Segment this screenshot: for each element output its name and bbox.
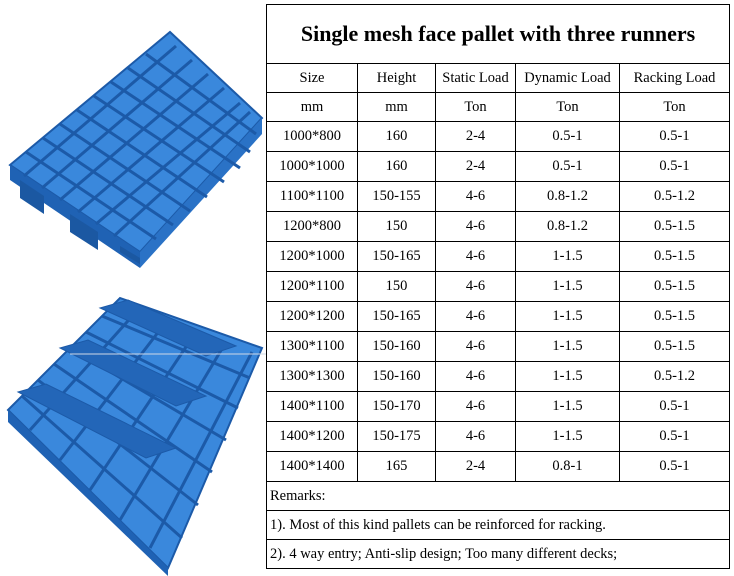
cell-height: 160 <box>357 121 436 152</box>
cell-height: 150-160 <box>357 331 436 362</box>
cell-height: 160 <box>357 151 436 182</box>
cell-size: 1300*1300 <box>266 361 358 392</box>
cell-height: 150 <box>357 271 436 302</box>
cell-dynamic-load: 1-1.5 <box>515 421 620 452</box>
spec-table: Single mesh face pallet with three runne… <box>265 4 731 569</box>
cell-static-load: 4-6 <box>435 211 516 242</box>
table-row: 1400*1400 165 2-4 0.8-1 0.5-1 <box>266 451 731 482</box>
cell-height: 150-160 <box>357 361 436 392</box>
table-row: 1400*1200 150-175 4-6 1-1.5 0.5-1 <box>266 421 731 452</box>
unit-size: mm <box>266 92 358 122</box>
cell-dynamic-load: 1-1.5 <box>515 331 620 362</box>
pallet-bottom-image <box>6 296 266 576</box>
cell-height: 150-175 <box>357 421 436 452</box>
table-title: Single mesh face pallet with three runne… <box>265 4 731 64</box>
table-row: 1300*1300 150-160 4-6 1-1.5 0.5-1.2 <box>266 361 731 392</box>
cell-dynamic-load: 0.5-1 <box>515 151 620 182</box>
remark-item-row: 1). Most of this kind pallets can be rei… <box>265 510 731 540</box>
cell-racking-load: 0.5-1 <box>618 151 731 182</box>
cell-static-load: 4-6 <box>435 391 516 422</box>
cell-static-load: 4-6 <box>435 241 516 272</box>
cell-racking-load: 0.5-1.5 <box>618 271 731 302</box>
unit-static-load: Ton <box>435 92 516 122</box>
cell-dynamic-load: 0.8-1.2 <box>515 211 620 242</box>
cell-static-load: 2-4 <box>435 121 516 152</box>
cell-dynamic-load: 1-1.5 <box>515 301 620 332</box>
header-height: Height <box>357 63 436 93</box>
cell-size: 1400*1400 <box>266 451 358 482</box>
cell-size: 1300*1100 <box>266 331 358 362</box>
cell-size: 1200*1100 <box>266 271 358 302</box>
cell-dynamic-load: 1-1.5 <box>515 361 620 392</box>
cell-static-load: 4-6 <box>435 361 516 392</box>
cell-size: 1400*1200 <box>266 421 358 452</box>
cell-racking-load: 0.5-1.5 <box>618 211 731 242</box>
cell-dynamic-load: 1-1.5 <box>515 271 620 302</box>
remark-item: 1). Most of this kind pallets can be rei… <box>265 510 731 540</box>
pallet-illustrations <box>6 30 266 576</box>
cell-dynamic-load: 1-1.5 <box>515 391 620 422</box>
cell-size: 1000*800 <box>266 121 358 152</box>
remark-item: 2). 4 way entry; Anti-slip design; Too m… <box>265 539 731 569</box>
cell-dynamic-load: 1-1.5 <box>515 241 620 272</box>
remark-item-row: 2). 4 way entry; Anti-slip design; Too m… <box>265 539 731 569</box>
header-dynamic-load: Dynamic Load <box>515 63 620 93</box>
cell-racking-load: 0.5-1 <box>618 391 731 422</box>
cell-racking-load: 0.5-1 <box>618 421 731 452</box>
cell-height: 150 <box>357 211 436 242</box>
pallet-images <box>0 0 266 576</box>
cell-height: 165 <box>357 451 436 482</box>
cell-size: 1100*1100 <box>266 181 358 212</box>
table-row: 1000*800 160 2-4 0.5-1 0.5-1 <box>266 121 731 152</box>
table-row: 1200*1100 150 4-6 1-1.5 0.5-1.5 <box>266 271 731 302</box>
cell-static-load: 4-6 <box>435 271 516 302</box>
cell-static-load: 2-4 <box>435 451 516 482</box>
cell-racking-load: 0.5-1.5 <box>618 241 731 272</box>
table-row: 1100*1100 150-155 4-6 0.8-1.2 0.5-1.2 <box>266 181 731 212</box>
cell-static-load: 2-4 <box>435 151 516 182</box>
table-row: 1200*1200 150-165 4-6 1-1.5 0.5-1.5 <box>266 301 731 332</box>
cell-racking-load: 0.5-1 <box>618 451 731 482</box>
cell-dynamic-load: 0.8-1 <box>515 451 620 482</box>
cell-size: 1200*1000 <box>266 241 358 272</box>
cell-size: 1000*1000 <box>266 151 358 182</box>
unit-height: mm <box>357 92 436 122</box>
cell-height: 150-170 <box>357 391 436 422</box>
header-static-load: Static Load <box>435 63 516 93</box>
cell-racking-load: 0.5-1.5 <box>618 331 731 362</box>
table-row: 1000*1000 160 2-4 0.5-1 0.5-1 <box>266 151 731 182</box>
table-row: 1200*1000 150-165 4-6 1-1.5 0.5-1.5 <box>266 241 731 272</box>
remarks-label: Remarks: <box>265 481 731 511</box>
table-row: 1300*1100 150-160 4-6 1-1.5 0.5-1.5 <box>266 331 731 362</box>
cell-height: 150-155 <box>357 181 436 212</box>
cell-static-load: 4-6 <box>435 331 516 362</box>
cell-height: 150-165 <box>357 241 436 272</box>
remarks-label-row: Remarks: <box>265 481 731 511</box>
cell-racking-load: 0.5-1 <box>618 121 731 152</box>
header-row: Size Height Static Load Dynamic Load Rac… <box>266 63 731 93</box>
cell-static-load: 4-6 <box>435 181 516 212</box>
table-row: 1400*1100 150-170 4-6 1-1.5 0.5-1 <box>266 391 731 422</box>
cell-size: 1200*1200 <box>266 301 358 332</box>
cell-racking-load: 0.5-1.5 <box>618 301 731 332</box>
cell-dynamic-load: 0.8-1.2 <box>515 181 620 212</box>
table-row: 1200*800 150 4-6 0.8-1.2 0.5-1.5 <box>266 211 731 242</box>
cell-static-load: 4-6 <box>435 301 516 332</box>
cell-height: 150-165 <box>357 301 436 332</box>
header-racking-load: Racking Load <box>618 63 731 93</box>
header-size: Size <box>266 63 358 93</box>
unit-dynamic-load: Ton <box>515 92 620 122</box>
cell-dynamic-load: 0.5-1 <box>515 121 620 152</box>
cell-size: 1400*1100 <box>266 391 358 422</box>
cell-racking-load: 0.5-1.2 <box>618 181 731 212</box>
unit-racking-load: Ton <box>618 92 731 122</box>
pallet-top-image <box>8 30 264 268</box>
cell-racking-load: 0.5-1.2 <box>618 361 731 392</box>
units-row: mm mm Ton Ton Ton <box>266 92 731 122</box>
cell-size: 1200*800 <box>266 211 358 242</box>
cell-static-load: 4-6 <box>435 421 516 452</box>
